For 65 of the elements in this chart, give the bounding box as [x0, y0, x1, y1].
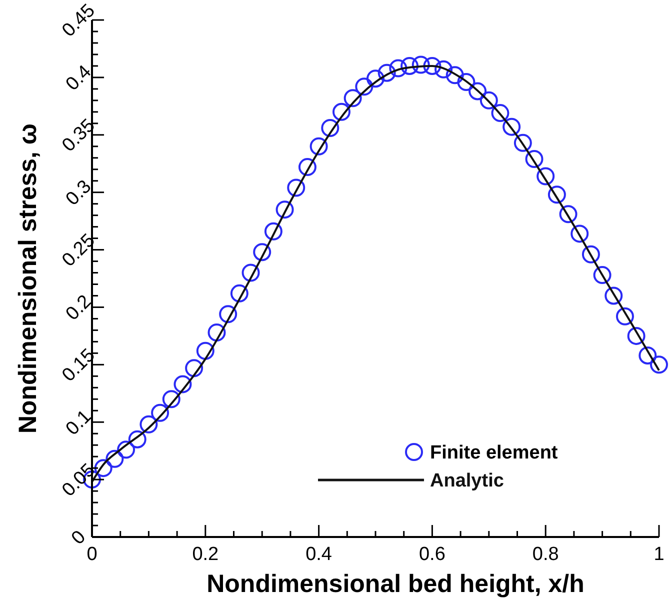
x-tick-label: 0.4	[306, 544, 332, 565]
point	[548, 186, 566, 204]
point	[140, 415, 158, 434]
point	[310, 137, 328, 156]
point	[480, 91, 498, 110]
y-tick-label: 0	[68, 526, 90, 549]
point	[321, 118, 340, 137]
text: Analytic	[430, 470, 504, 492]
point	[242, 264, 260, 282]
point	[185, 359, 204, 378]
y-tick-label: 0.4	[62, 61, 96, 96]
point	[627, 326, 646, 345]
point	[468, 82, 487, 100]
x-tick-label: 0.6	[418, 544, 446, 565]
point	[389, 59, 408, 78]
point	[491, 104, 510, 122]
point	[106, 450, 124, 468]
point	[536, 167, 555, 186]
point	[525, 150, 544, 168]
point	[366, 70, 384, 88]
legend-label: Finite element	[430, 442, 558, 464]
point	[355, 78, 374, 96]
point	[298, 158, 316, 176]
point	[344, 89, 362, 108]
point	[423, 56, 442, 75]
point	[196, 342, 214, 360]
point	[117, 440, 136, 459]
point	[253, 243, 272, 262]
point	[514, 134, 532, 152]
point	[162, 390, 180, 408]
x-axis-title: Nondimensional bed height, x/h	[206, 570, 584, 598]
point	[457, 73, 476, 92]
point	[276, 200, 294, 219]
x-tick-label: 1	[654, 544, 664, 565]
point	[400, 56, 419, 75]
point	[378, 64, 396, 82]
point	[434, 60, 453, 78]
point	[151, 404, 170, 422]
point	[219, 305, 238, 324]
point	[593, 266, 612, 284]
point	[638, 346, 657, 364]
y-tick-label: 0.1	[62, 406, 96, 440]
point	[604, 286, 623, 305]
point	[94, 459, 112, 478]
x-tick-label: 0.8	[532, 544, 559, 565]
y-tick-label: 0.2	[62, 291, 96, 325]
point	[230, 284, 248, 302]
point	[446, 66, 464, 84]
point	[582, 245, 600, 264]
point	[332, 102, 350, 121]
point	[128, 430, 146, 448]
point	[650, 356, 668, 374]
point	[570, 224, 589, 243]
x-tick-label: 0.2	[192, 544, 219, 565]
y-tick-label: 0.3	[62, 176, 96, 210]
y-tick-label: 0.45	[58, 0, 100, 42]
point	[264, 222, 282, 240]
point	[502, 118, 521, 136]
y-axis-title: Nondimensional stress, ω	[14, 123, 42, 434]
point	[174, 375, 192, 394]
point	[559, 205, 578, 224]
point	[287, 178, 306, 197]
point	[616, 307, 634, 326]
point	[412, 56, 430, 74]
point	[208, 324, 226, 342]
